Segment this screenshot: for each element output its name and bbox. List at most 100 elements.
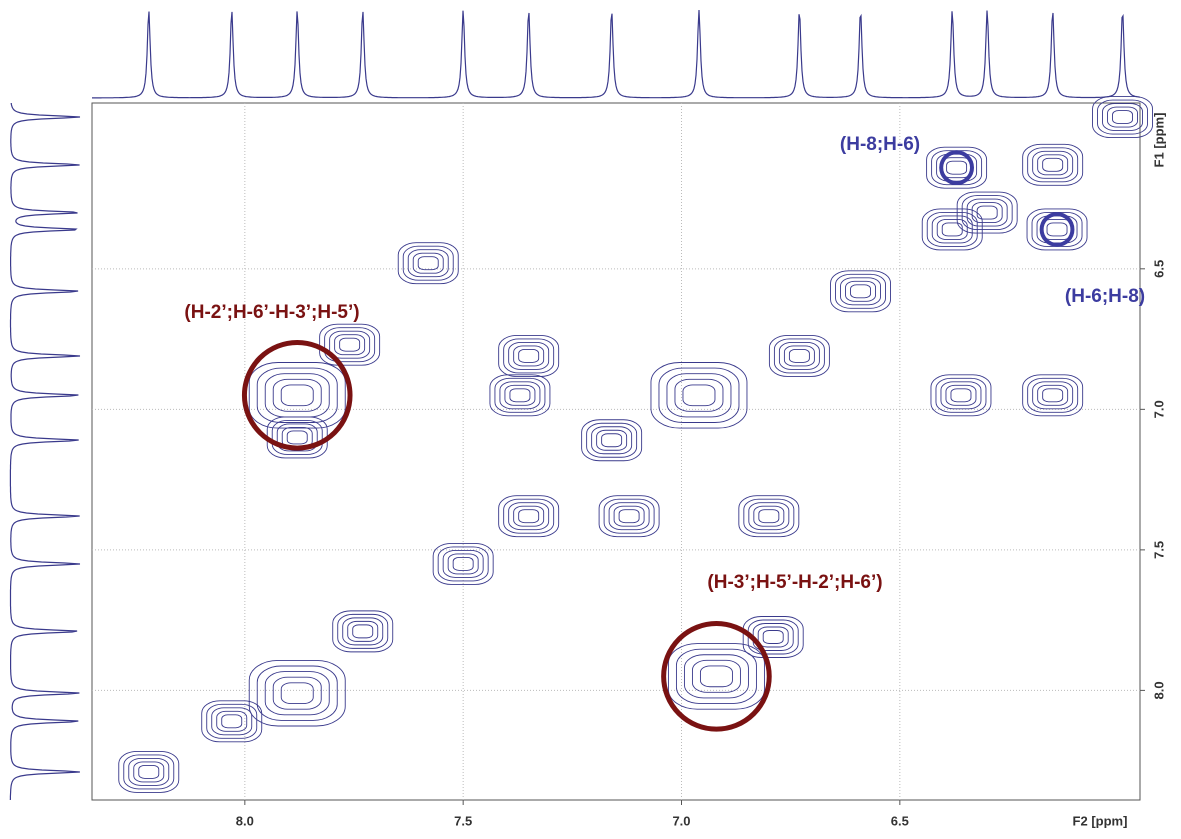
highlight-circle: [661, 621, 772, 732]
contour-ring: [248, 659, 346, 727]
contour-ring: [489, 374, 551, 417]
contour-ring: [432, 542, 494, 585]
peak: [332, 610, 394, 653]
contour-ring: [342, 617, 384, 646]
contour-ring: [936, 219, 968, 240]
contour-ring: [941, 222, 963, 237]
contour-ring: [447, 553, 479, 575]
annotation: (H-2’;H-6’-H-3’;H-5’): [184, 302, 359, 323]
contour-ring: [601, 433, 623, 448]
contour-ring: [266, 416, 328, 459]
contour-ring: [1107, 106, 1138, 128]
contour-ring: [926, 212, 978, 247]
contour-ring: [613, 505, 645, 527]
contour-ring: [216, 710, 248, 732]
contour-ring: [850, 284, 871, 299]
contour-ring: [783, 345, 815, 367]
contour-ring: [1026, 208, 1088, 251]
contour-ring: [586, 422, 638, 458]
contour-ring: [138, 764, 160, 779]
contour-ring: [591, 426, 633, 455]
contour-ring: [748, 502, 790, 531]
projection-f1: [9, 102, 81, 801]
contour-ring: [272, 676, 322, 710]
highlight-circle: [939, 150, 974, 186]
contour-ring: [840, 277, 881, 306]
contour-ring: [123, 754, 175, 790]
contour-ring: [931, 150, 983, 186]
contour-ring: [118, 750, 180, 793]
contour-ring: [961, 195, 1013, 231]
contour-ring: [286, 430, 308, 445]
contour-ring: [248, 362, 346, 429]
contour-ring: [280, 384, 314, 407]
contour-ring: [683, 654, 749, 699]
y-tick-label: 8.0: [1151, 681, 1166, 699]
contour-ring: [407, 249, 449, 278]
contour-ring: [256, 665, 338, 721]
contour-ring: [598, 495, 660, 538]
contour-ring: [971, 202, 1003, 224]
peak: [930, 374, 992, 417]
peak: [266, 416, 328, 459]
contour-ring: [666, 373, 732, 418]
contour-ring: [513, 505, 545, 527]
contour-ring: [738, 495, 800, 538]
peak: [1092, 96, 1153, 139]
contour-ring: [128, 757, 170, 786]
y-tick-label: 7.5: [1151, 541, 1166, 559]
contour-ring: [608, 502, 650, 531]
contour-ring: [930, 374, 992, 417]
peak: [738, 495, 800, 538]
contour-ring: [332, 610, 394, 653]
contour-ring: [272, 378, 322, 412]
contour-ring: [674, 378, 724, 412]
contour-ring: [935, 377, 987, 413]
contour-ring: [513, 345, 545, 367]
contour-ring: [518, 509, 540, 524]
contour-ring: [675, 648, 757, 704]
contour-ring: [1041, 219, 1073, 240]
contour-ring: [788, 348, 810, 363]
peak: [1022, 374, 1084, 417]
contour-ring: [976, 205, 998, 220]
x-tick-label: 7.0: [672, 813, 690, 828]
contour-ring: [940, 381, 982, 410]
contour-ring: [412, 252, 444, 274]
contour-ring: [618, 509, 640, 524]
peak: [667, 643, 765, 710]
contour-ring: [926, 146, 988, 189]
contour-ring: [596, 429, 628, 451]
contour-ring: [397, 242, 459, 285]
projection-f2: [92, 9, 1141, 99]
contour-ring: [494, 377, 546, 413]
contour-ring: [1097, 99, 1148, 135]
contour-ring: [1027, 147, 1079, 183]
contour-ring: [966, 198, 1008, 227]
peak: [201, 700, 263, 743]
contour-ring: [743, 498, 795, 534]
peak: [397, 242, 459, 285]
contour-ring: [742, 616, 804, 658]
peak: [830, 270, 891, 313]
contour-ring: [682, 384, 716, 407]
x-tick-label: 7.5: [454, 813, 472, 828]
peak: [498, 495, 560, 538]
peak: [956, 191, 1018, 234]
contour-ring: [691, 659, 741, 693]
contour-ring: [778, 341, 820, 370]
peak: [498, 334, 560, 377]
contour-ring: [1037, 384, 1069, 406]
contour-ring: [504, 384, 536, 406]
contour-ring: [508, 341, 550, 370]
y-tick-label: 7.0: [1151, 400, 1166, 418]
contour-ring: [276, 423, 318, 452]
contour-ring: [329, 330, 371, 359]
contour-ring: [337, 613, 389, 649]
contour-ring: [1032, 381, 1074, 410]
contour-ring: [334, 334, 366, 356]
contour-ring: [281, 426, 313, 448]
contour-ring: [758, 509, 780, 524]
contour-ring: [768, 334, 830, 377]
